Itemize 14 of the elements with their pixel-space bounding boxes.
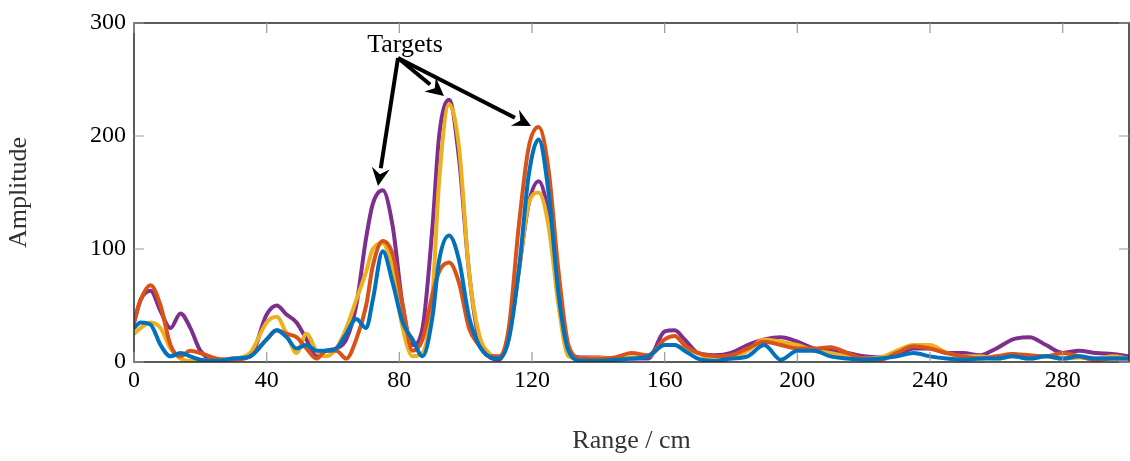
x-tick-label: 120 <box>514 365 550 392</box>
y-tick-label: 0 <box>114 347 126 374</box>
x-tick-label: 240 <box>912 365 948 392</box>
x-tick-label: 40 <box>254 365 279 392</box>
y-tick-label: 200 <box>90 121 126 148</box>
x-tick-label: 200 <box>779 365 816 392</box>
x-tick-label: 280 <box>1044 365 1081 392</box>
x-tick-label: 160 <box>646 365 683 392</box>
y-tick-label: 300 <box>90 8 126 35</box>
x-axis-title: Range / cm <box>572 425 691 455</box>
y-tick-label: 100 <box>90 234 126 261</box>
y-axis-title: Amplitude <box>3 136 33 249</box>
annotation: Targets <box>367 28 443 58</box>
x-tick-label: 80 <box>387 365 412 392</box>
